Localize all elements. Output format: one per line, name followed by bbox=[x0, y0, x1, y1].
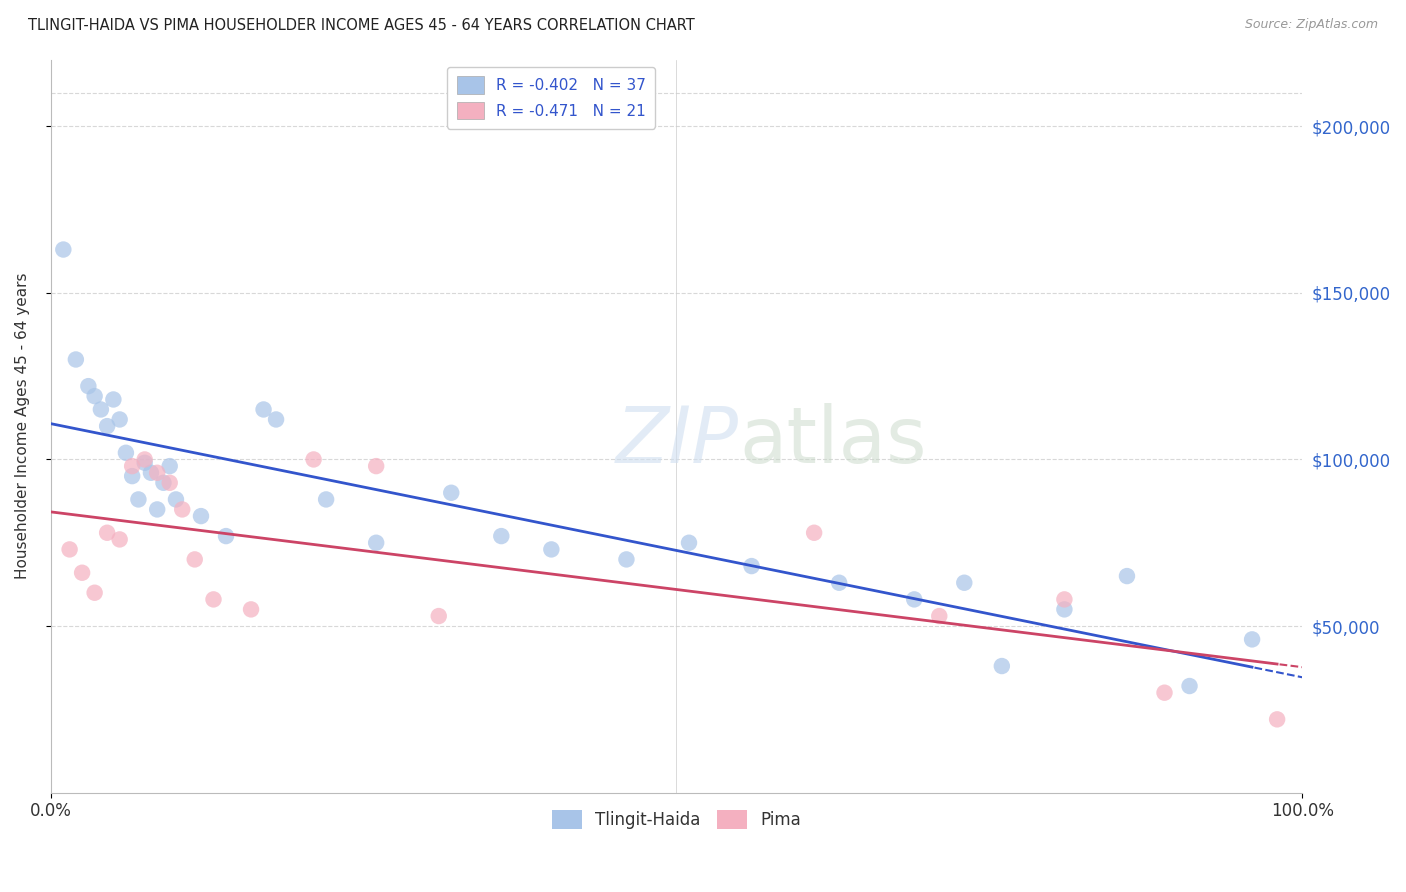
Point bbox=[146, 466, 169, 480]
Point bbox=[540, 542, 562, 557]
Point bbox=[491, 529, 513, 543]
Point bbox=[828, 575, 851, 590]
Point bbox=[264, 412, 287, 426]
Point bbox=[1053, 592, 1076, 607]
Point bbox=[1153, 686, 1175, 700]
Point bbox=[427, 609, 450, 624]
Text: ZIP: ZIP bbox=[616, 403, 740, 479]
Point bbox=[59, 542, 82, 557]
Point bbox=[803, 525, 825, 540]
Point bbox=[366, 459, 388, 474]
Point bbox=[77, 379, 100, 393]
Point bbox=[139, 466, 162, 480]
Y-axis label: Householder Income Ages 45 - 64 years: Householder Income Ages 45 - 64 years bbox=[15, 273, 30, 580]
Point bbox=[127, 492, 149, 507]
Point bbox=[83, 585, 105, 599]
Point bbox=[741, 559, 763, 574]
Point bbox=[440, 485, 463, 500]
Point bbox=[1178, 679, 1201, 693]
Legend: Tlingit-Haida, Pima: Tlingit-Haida, Pima bbox=[546, 803, 808, 836]
Point bbox=[991, 659, 1014, 673]
Point bbox=[184, 552, 207, 566]
Text: Source: ZipAtlas.com: Source: ZipAtlas.com bbox=[1244, 18, 1378, 31]
Point bbox=[302, 452, 325, 467]
Point bbox=[315, 492, 337, 507]
Point bbox=[953, 575, 976, 590]
Point bbox=[115, 446, 138, 460]
Point bbox=[70, 566, 93, 580]
Point bbox=[252, 402, 274, 417]
Point bbox=[172, 502, 194, 516]
Point bbox=[903, 592, 925, 607]
Text: atlas: atlas bbox=[740, 403, 927, 479]
Point bbox=[121, 459, 143, 474]
Point bbox=[928, 609, 950, 624]
Point bbox=[134, 456, 156, 470]
Point bbox=[121, 469, 143, 483]
Point bbox=[1116, 569, 1139, 583]
Point bbox=[83, 389, 105, 403]
Point bbox=[678, 535, 700, 549]
Point bbox=[165, 492, 187, 507]
Point bbox=[159, 475, 181, 490]
Point bbox=[366, 535, 388, 549]
Point bbox=[146, 502, 169, 516]
Point bbox=[215, 529, 238, 543]
Text: TLINGIT-HAIDA VS PIMA HOUSEHOLDER INCOME AGES 45 - 64 YEARS CORRELATION CHART: TLINGIT-HAIDA VS PIMA HOUSEHOLDER INCOME… bbox=[28, 18, 695, 33]
Point bbox=[202, 592, 225, 607]
Point bbox=[240, 602, 263, 616]
Point bbox=[616, 552, 638, 566]
Point bbox=[96, 525, 118, 540]
Point bbox=[90, 402, 112, 417]
Point bbox=[1241, 632, 1264, 647]
Point bbox=[103, 392, 125, 407]
Point bbox=[159, 459, 181, 474]
Point bbox=[1265, 712, 1288, 726]
Point bbox=[65, 352, 87, 367]
Point bbox=[134, 452, 156, 467]
Point bbox=[152, 475, 174, 490]
Point bbox=[52, 243, 75, 257]
Point bbox=[108, 412, 131, 426]
Point bbox=[108, 533, 131, 547]
Point bbox=[96, 419, 118, 434]
Point bbox=[190, 509, 212, 524]
Point bbox=[1053, 602, 1076, 616]
